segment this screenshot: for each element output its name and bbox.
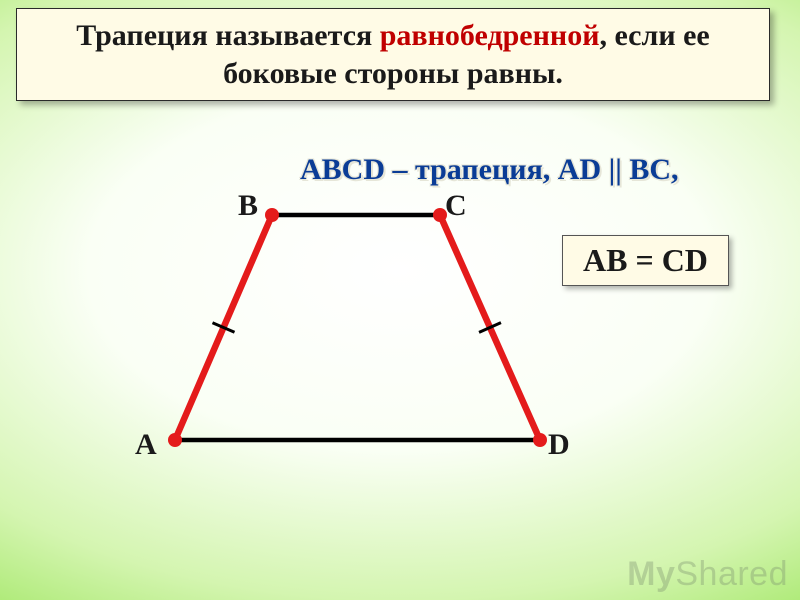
watermark: MyShared bbox=[627, 555, 788, 594]
watermark-second: Shared bbox=[675, 555, 788, 593]
vertex-label-B: В bbox=[238, 189, 258, 223]
vertex-label-A: А bbox=[135, 428, 157, 462]
watermark-first: My bbox=[627, 555, 675, 593]
vertex-label-C: С bbox=[445, 189, 467, 223]
vertex-label-D: D bbox=[548, 428, 570, 462]
trapezoid-diagram bbox=[0, 0, 800, 600]
